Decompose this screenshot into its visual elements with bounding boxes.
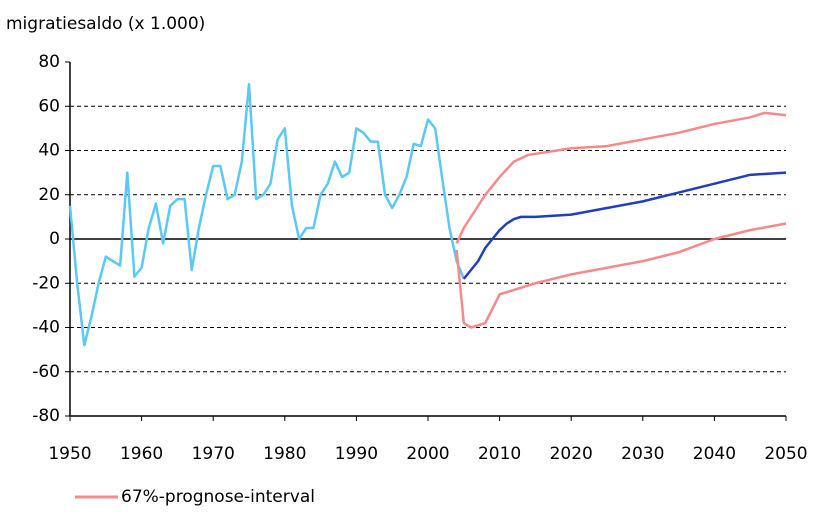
line (455, 222, 787, 329)
legend-label: 67%-prognose-interval (121, 487, 315, 507)
x-tick-label: 2010 (478, 444, 521, 464)
y-tick-label: 40 (38, 141, 60, 161)
x-tick-label: 1960 (120, 444, 163, 464)
line (455, 111, 787, 244)
y-tick-label: -40 (32, 318, 60, 338)
x-tick-label: 1990 (335, 444, 378, 464)
y-tick-label: -80 (32, 406, 60, 426)
x-tick-label: 2040 (693, 444, 736, 464)
line (462, 171, 787, 280)
line (68, 82, 465, 347)
x-tick-label: 2000 (406, 444, 449, 464)
y-tick-label: 0 (49, 229, 60, 249)
x-tick-label: 1980 (263, 444, 306, 464)
chart-title: migratiesaldo (x 1.000) (6, 14, 205, 34)
x-tick-label: 2030 (621, 444, 664, 464)
x-tick-label: 2050 (764, 444, 807, 464)
x-tick-label: 2020 (550, 444, 593, 464)
y-tick-label: 60 (38, 96, 60, 116)
y-tick-label: 20 (38, 185, 60, 205)
y-tick-label: -60 (32, 362, 60, 382)
x-tick-label: 1950 (48, 444, 91, 464)
y-tick-label: -20 (32, 273, 60, 293)
x-tick-label: 1970 (192, 444, 235, 464)
y-tick-label: 80 (38, 52, 60, 72)
